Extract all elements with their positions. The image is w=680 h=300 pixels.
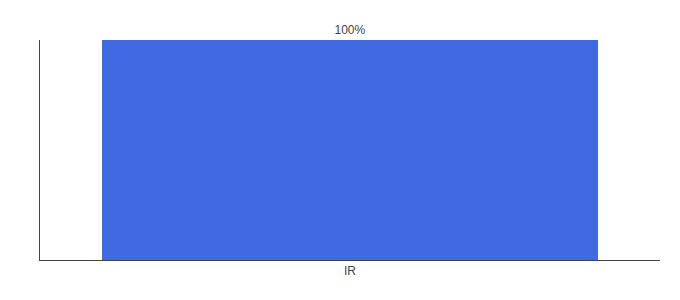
svg-text:IR: IR	[344, 264, 356, 278]
svg-text:100%: 100%	[334, 23, 365, 37]
